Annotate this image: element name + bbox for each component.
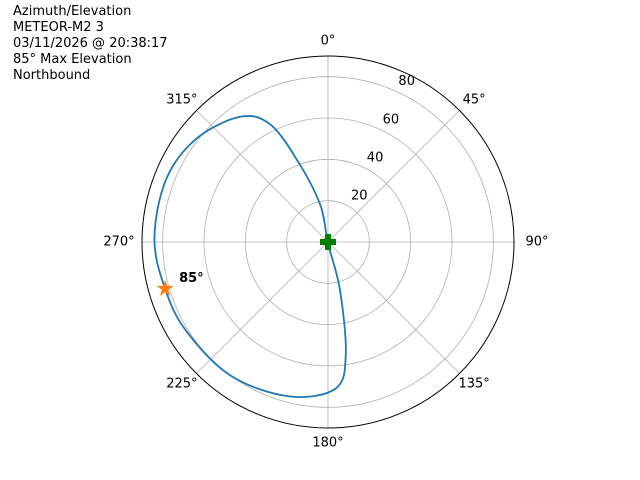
r-tick-label: 60	[383, 112, 400, 127]
r-tick-label: 20	[351, 189, 368, 204]
header-line: Azimuth/Elevation	[13, 4, 132, 19]
theta-tick-label: 315°	[166, 92, 197, 107]
theta-tick-label: 90°	[525, 235, 548, 250]
r-tick-label: 40	[367, 150, 384, 165]
r-grid-circle	[244, 158, 412, 326]
theta-grid-line	[196, 241, 329, 374]
header-line: Northbound	[13, 68, 91, 83]
plus-marker	[320, 234, 336, 250]
theta-grid-line	[327, 241, 460, 374]
theta-tick-label: 225°	[166, 377, 197, 392]
header-line: METEOR-M2 3	[13, 20, 104, 35]
r-grid-circle	[162, 76, 494, 408]
theta-tick-label: 45°	[463, 92, 486, 107]
theta-tick-label: 180°	[312, 436, 343, 451]
theta-grid-line	[327, 110, 460, 243]
header-line: 03/11/2026 @ 20:38:17	[13, 36, 168, 51]
header-line: 85° Max Elevation	[13, 52, 132, 67]
r-grid-circle	[286, 200, 370, 284]
r-tick-label: 80	[398, 74, 415, 89]
theta-tick-label: 270°	[103, 235, 134, 250]
polar-frame	[141, 55, 515, 429]
theta-tick-label: 135°	[458, 377, 489, 392]
header: Azimuth/Elevation METEOR-M2 3 03/11/2026 @…	[13, 4, 168, 84]
track-line	[153, 115, 347, 398]
star-marker	[156, 279, 174, 296]
r-grid-circle	[203, 117, 453, 367]
theta-grid-line	[196, 110, 329, 243]
marker-label: 85°	[179, 271, 204, 286]
theta-tick-label: 0°	[321, 34, 336, 49]
